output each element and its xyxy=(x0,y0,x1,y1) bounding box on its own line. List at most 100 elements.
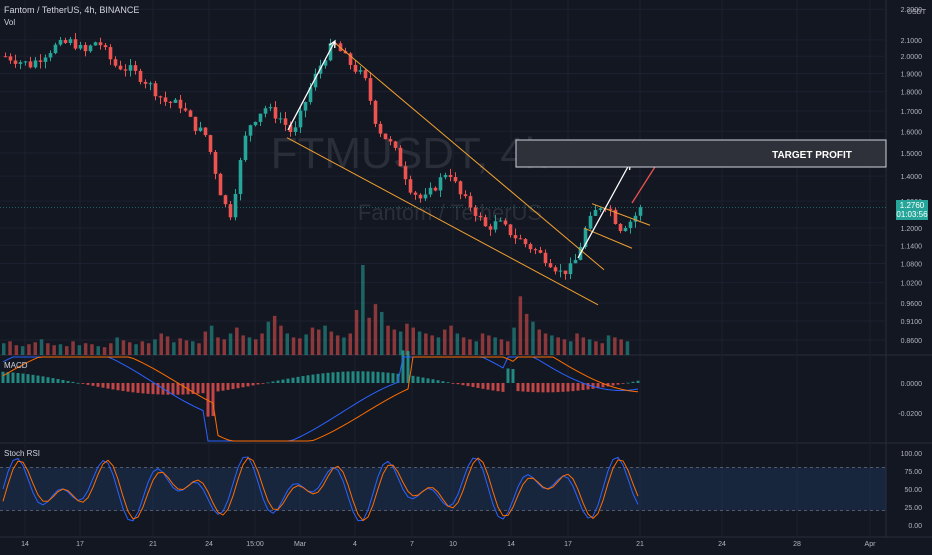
candle-body xyxy=(158,96,163,98)
volume-bar xyxy=(27,344,31,355)
candle-body xyxy=(468,196,473,208)
macd-histogram-bar xyxy=(421,377,425,383)
candle-body xyxy=(18,62,23,64)
macd-histogram-bar xyxy=(456,383,460,385)
candle-body xyxy=(123,69,128,71)
macd-histogram-bar xyxy=(11,372,15,383)
macd-histogram-bar xyxy=(586,383,590,390)
macd-histogram-bar xyxy=(466,383,470,387)
candle-body xyxy=(483,217,488,227)
macd-tick-label: -0.0200 xyxy=(898,411,922,418)
volume-bar xyxy=(354,310,359,355)
candle-body xyxy=(218,173,223,196)
volume-bar xyxy=(247,337,252,355)
macd-signal-line xyxy=(2,356,639,442)
volume-bar xyxy=(594,341,598,355)
candle-body xyxy=(638,207,643,216)
macd-histogram-bar xyxy=(156,383,160,395)
macd-histogram-bar xyxy=(496,383,500,392)
volume-bar xyxy=(524,313,529,355)
candle-body xyxy=(288,124,293,132)
candle-body xyxy=(8,56,13,61)
candle-body xyxy=(248,125,253,136)
macd-histogram-bar xyxy=(606,383,610,387)
candle-body xyxy=(153,83,158,97)
volume-bar xyxy=(140,341,145,355)
macd-histogram-bar xyxy=(431,379,435,383)
macd-histogram-bar xyxy=(386,372,390,383)
macd-histogram-bar xyxy=(406,351,410,383)
candle-body xyxy=(13,60,18,64)
macd-histogram-bar xyxy=(321,373,325,383)
time-tick-label: 24 xyxy=(718,541,726,548)
volume-bar xyxy=(430,335,434,355)
macd-histogram-bar xyxy=(401,350,405,383)
macd-histogram-bar xyxy=(91,383,95,386)
volume-bar xyxy=(531,321,535,355)
volume-bar xyxy=(304,334,308,355)
macd-histogram-bar xyxy=(121,383,125,391)
macd-histogram-bar xyxy=(151,383,155,395)
candle-body xyxy=(243,135,248,161)
price-tick-label: 2.0000 xyxy=(901,54,923,61)
volume-bar xyxy=(77,345,82,355)
volume-bar xyxy=(436,337,441,355)
candle-body xyxy=(83,44,88,52)
candle-body xyxy=(133,65,138,71)
macd-pane-label[interactable]: MACD xyxy=(4,361,28,370)
macd-histogram-bar xyxy=(136,383,140,393)
candle-body xyxy=(538,250,543,253)
macd-histogram-bar xyxy=(621,383,625,384)
macd-histogram-bar xyxy=(331,372,335,383)
macd-histogram-bar xyxy=(301,376,305,383)
macd-histogram-bar xyxy=(376,371,380,383)
rsi-layer xyxy=(0,456,886,522)
candle-body xyxy=(503,220,508,225)
macd-histogram-bar xyxy=(296,376,300,383)
symbol-header[interactable]: Fantom / TetherUS, 4h, BINANCE xyxy=(4,5,140,15)
price-tick-label: 1.7000 xyxy=(901,109,923,116)
macd-histogram-bar xyxy=(126,383,130,392)
macd-histogram-bar xyxy=(31,374,35,383)
macd-histogram-bar xyxy=(371,371,375,383)
candle-body xyxy=(68,39,73,43)
candle-body xyxy=(258,113,263,122)
macd-histogram-bar xyxy=(541,383,545,393)
volume-bar xyxy=(317,329,321,355)
price-tick-label: 1.9000 xyxy=(901,71,923,78)
volume-bar xyxy=(128,342,132,355)
macd-histogram-bar xyxy=(361,371,365,383)
macd-histogram-bar xyxy=(306,375,310,383)
macd-histogram-bar xyxy=(21,373,25,383)
price-tick-label: 2.3000 xyxy=(901,7,923,14)
candle-body xyxy=(423,194,428,199)
macd-histogram-bar xyxy=(336,371,340,383)
volume-bar xyxy=(380,311,384,355)
candle-body xyxy=(73,39,78,49)
price-tick-label: 1.1400 xyxy=(901,243,923,250)
macd-histogram-bar xyxy=(251,383,255,386)
candle-body xyxy=(463,194,468,197)
candle-body xyxy=(168,101,173,103)
macd-histogram-bar xyxy=(221,383,225,391)
rsi-pane-label[interactable]: Stoch RSI xyxy=(4,449,41,458)
volume-legend[interactable]: Vol xyxy=(4,18,16,27)
volume-bar xyxy=(165,336,170,355)
volume-bar xyxy=(14,345,19,355)
last-price-value: 1.2760 xyxy=(899,201,925,210)
macd-histogram-bar xyxy=(291,377,295,383)
price-tick-label: 1.6000 xyxy=(901,129,923,136)
macd-histogram-bar xyxy=(116,383,120,391)
macd-histogram-bar xyxy=(471,383,475,388)
macd-histogram-bar xyxy=(631,381,635,383)
macd-histogram-bar xyxy=(106,383,110,389)
candle-body xyxy=(33,60,38,68)
macd-histogram-bar xyxy=(246,383,250,387)
macd-histogram-bar xyxy=(516,383,520,392)
candle-body xyxy=(553,267,558,272)
macd-histogram-bar xyxy=(546,383,550,393)
price-tick-label: 0.9100 xyxy=(901,319,923,326)
price-tick-label: 0.9600 xyxy=(901,301,923,308)
